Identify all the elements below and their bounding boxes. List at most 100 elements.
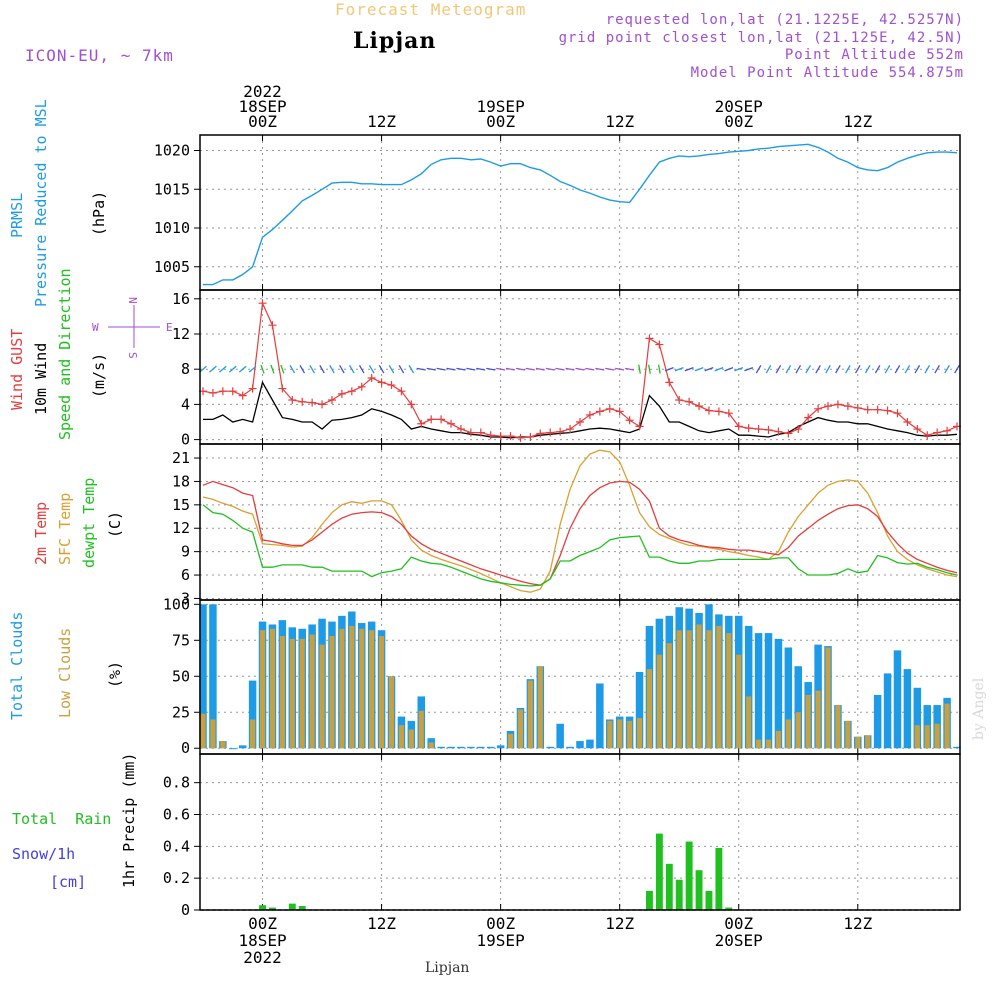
low-cloud-bar <box>418 710 424 749</box>
wind-ytick-label: 8 <box>181 360 190 378</box>
location-title: Lipjan <box>353 28 436 54</box>
low-cloud-bar <box>220 741 226 749</box>
gust-marker <box>804 413 813 422</box>
top-time-label: 2022 <box>243 82 282 101</box>
temp-ytick-label: 3 <box>181 589 190 607</box>
bottom-time-label: 12Z <box>843 914 872 933</box>
low-cloud-bar <box>259 630 266 749</box>
gust-marker <box>833 400 842 409</box>
wind-direction-arrow <box>209 365 217 373</box>
top-time-label: 20SEP <box>715 97 763 116</box>
wind-direction-arrow <box>684 367 694 372</box>
gust-marker <box>466 428 475 437</box>
rain-bar <box>675 879 683 910</box>
wind-direction-arrow <box>825 364 831 374</box>
precip-ytick-label: 0.2 <box>163 869 190 887</box>
gust-marker <box>853 403 862 412</box>
total-cloud-bar <box>467 746 475 749</box>
low-cloud-bar <box>736 654 742 749</box>
pressure-line <box>203 143 958 286</box>
dewpt-label: dewpt Temp <box>80 478 98 568</box>
wind-direction-arrow <box>368 364 375 374</box>
wind-direction-arrow <box>615 367 625 371</box>
gust-marker <box>665 378 674 387</box>
low-cloud-bar <box>646 669 653 749</box>
plot-layer: 1005101010151020048121636912151821025507… <box>154 82 961 967</box>
gust-marker <box>456 425 465 434</box>
gust-marker <box>238 391 247 400</box>
low-cloud-bar <box>676 630 682 749</box>
wind-direction-arrow <box>446 367 456 371</box>
point-altitude: Point Altitude 552m <box>785 47 964 63</box>
low-cloud-bar <box>339 628 345 749</box>
total-cloud-bar <box>635 671 644 749</box>
gust-marker <box>476 428 485 437</box>
gust-marker <box>675 396 684 404</box>
wind-direction-arrow <box>555 367 565 371</box>
wind-direction-arrow <box>734 367 744 372</box>
low-cloud-bar <box>289 638 295 749</box>
rain-bar <box>695 870 703 910</box>
low-cloud-bar <box>319 644 325 749</box>
gust-marker <box>407 400 416 409</box>
gust-marker <box>298 397 307 406</box>
gust-marker <box>893 409 902 418</box>
bottom-time-label: 00Z <box>486 914 515 933</box>
wind-direction-arrow <box>914 364 921 374</box>
low-cloud-bar <box>785 719 791 749</box>
gust-marker <box>903 418 912 426</box>
wind-direction-arrow <box>280 364 285 374</box>
wind-direction-arrow <box>575 367 585 371</box>
total-cloud-bar <box>893 650 902 749</box>
low-cloud-bar <box>627 720 633 749</box>
requested-coords: requested lon,lat (21.1225E, 42.5257N) <box>606 12 964 28</box>
gust-marker <box>585 410 594 419</box>
gust-marker <box>595 407 604 416</box>
wind-direction-arrow <box>349 364 355 374</box>
gust-marker <box>625 416 634 425</box>
prmsl-label: PRMSL <box>8 193 26 238</box>
gust-marker <box>496 432 505 441</box>
bottom-time-label: 00Z <box>248 914 277 933</box>
low-cloud-bar <box>815 690 821 749</box>
gust-marker <box>645 334 654 343</box>
wind-direction-arrow <box>714 367 724 372</box>
total-cloud-bar <box>238 745 247 749</box>
gust-marker <box>218 387 227 396</box>
wind-direction-arrow <box>398 364 405 374</box>
gust-marker <box>208 388 217 397</box>
wind-direction-arrow <box>565 367 575 371</box>
rain-bar <box>715 847 723 910</box>
clouds-ytick-label: 75 <box>172 631 190 649</box>
total-cloud-bar <box>447 746 455 749</box>
bottom-time-label: 00Z <box>724 914 753 933</box>
gust-marker <box>506 432 515 441</box>
compass-s: S <box>126 352 139 359</box>
total-cloud-bar <box>248 680 257 749</box>
wind-direction-arrow <box>426 367 436 371</box>
gust-marker <box>774 427 783 436</box>
sfc-temp-line <box>202 449 958 593</box>
top-time-label: 18SEP <box>238 97 286 116</box>
rain-bar <box>259 905 266 910</box>
wind-direction-arrow <box>525 367 535 371</box>
gust-marker <box>605 404 614 413</box>
low-clouds-label: Low Clouds <box>56 628 74 718</box>
wind-direction-arrow <box>657 364 661 374</box>
total-cloud-bar <box>556 723 564 749</box>
gust-marker <box>357 382 366 391</box>
wind-direction-arrow <box>238 365 247 373</box>
gust-marker <box>556 427 565 436</box>
total-clouds-label: Total Clouds <box>8 612 26 720</box>
wind-direction-arrow <box>744 367 754 372</box>
compass-w: W <box>92 321 99 334</box>
wind-direction-arrow <box>815 364 821 374</box>
temp-ytick-label: 9 <box>181 543 190 561</box>
temp-ytick-label: 15 <box>172 496 190 514</box>
wind-direction-arrow <box>585 367 595 371</box>
temp-labels: 2m Temp SFC Temp dewpt Temp (C) <box>32 478 124 568</box>
low-cloud-bar <box>617 719 623 749</box>
footer-location: Lipjan <box>425 960 469 976</box>
pressure-ytick-label: 1015 <box>154 180 190 198</box>
wind-direction-arrow <box>805 364 811 374</box>
